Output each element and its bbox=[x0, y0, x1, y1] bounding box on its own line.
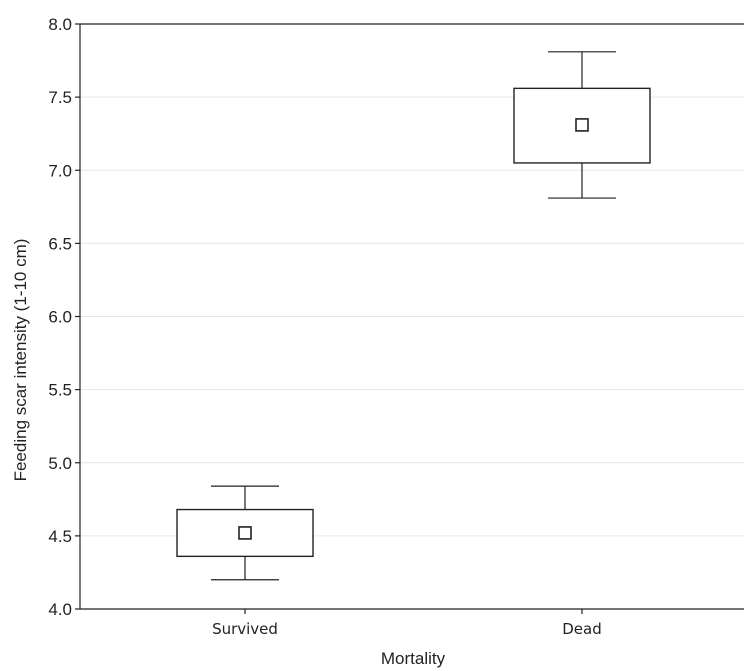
x-category-labels: Survived Dead bbox=[212, 620, 602, 638]
y-tick-labels: 4.0 4.5 5.0 5.5 6.0 6.5 7.0 7.5 8.0 bbox=[48, 15, 72, 619]
x-category-label: Dead bbox=[562, 620, 602, 638]
y-tick-label: 7.5 bbox=[48, 88, 72, 107]
y-axis-title: Feeding scar intensity (1-10 cm) bbox=[11, 239, 30, 482]
y-tick-label: 4.0 bbox=[48, 600, 72, 619]
y-tick-label: 5.0 bbox=[48, 454, 72, 473]
mean-marker bbox=[238, 526, 252, 540]
mean-marker bbox=[575, 118, 589, 132]
box-dead bbox=[513, 51, 651, 199]
y-tick-label: 4.5 bbox=[48, 527, 72, 546]
y-tick-label: 6.5 bbox=[48, 234, 72, 253]
x-axis-title: Mortality bbox=[381, 649, 446, 668]
boxes bbox=[176, 51, 651, 581]
y-tick-label: 7.0 bbox=[48, 161, 72, 180]
box-survived bbox=[176, 485, 314, 581]
box-rect bbox=[513, 87, 651, 164]
x-category-label: Survived bbox=[212, 620, 278, 638]
y-tick-label: 8.0 bbox=[48, 15, 72, 34]
y-tick-label: 6.0 bbox=[48, 308, 72, 327]
axes bbox=[75, 23, 744, 614]
y-tick-label: 5.5 bbox=[48, 381, 72, 400]
